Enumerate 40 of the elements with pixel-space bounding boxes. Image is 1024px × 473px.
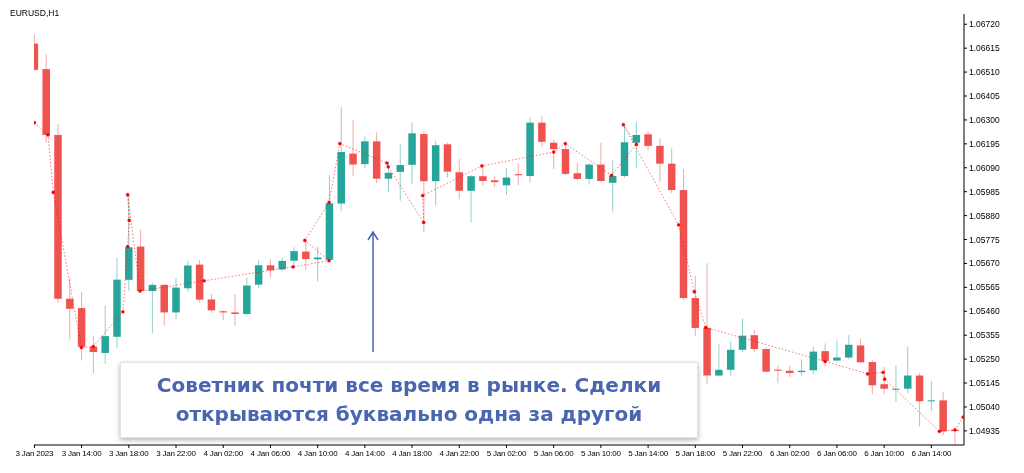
x-tick-label: 4 Jan 14:00: [345, 448, 386, 458]
y-tick-label: 1.06300: [969, 114, 1000, 125]
y-tick-label: 1.06405: [969, 91, 1000, 102]
y-tick-label: 1.06090: [969, 162, 1000, 173]
y-tick-label: 1.06615: [969, 43, 1000, 54]
x-tick-label: 4 Jan 06:00: [250, 448, 291, 458]
y-tick-label: 1.05355: [969, 330, 1000, 341]
y-tick-label: 1.05985: [969, 186, 1000, 197]
y-tick-label: 1.04935: [969, 425, 1000, 436]
x-tick-label: 4 Jan 02:00: [203, 448, 244, 458]
x-tick-label: 5 Jan 10:00: [581, 448, 622, 458]
y-tick-label: 1.05040: [969, 401, 1000, 412]
x-tick-label: 4 Jan 10:00: [297, 448, 339, 458]
y-tick-label: 1.05460: [969, 306, 1000, 317]
x-tick-label: 6 Jan 06:00: [817, 448, 858, 458]
callout-box: Советник почти все время в рынке. Сделки открываются буквально одна за другой: [120, 362, 698, 438]
y-tick-label: 1.06720: [969, 19, 1000, 30]
x-tick-label: 3 Jan 22:00: [156, 448, 197, 458]
x-tick-label: 4 Jan 22:00: [439, 448, 480, 458]
chart-title: EURUSD,H1: [10, 8, 60, 18]
y-tick-label: 1.05565: [969, 282, 1000, 293]
x-tick-label: 5 Jan 22:00: [722, 448, 764, 458]
x-tick-label: 5 Jan 14:00: [628, 448, 669, 458]
x-tick-label: 6 Jan 14:00: [911, 448, 952, 458]
y-tick-label: 1.05880: [969, 210, 1000, 221]
x-tick-label: 6 Jan 10:00: [864, 448, 905, 458]
x-tick-label: 3 Jan 18:00: [109, 448, 150, 458]
y-tick-label: 1.06510: [969, 67, 1000, 78]
y-tick-label: 1.05250: [969, 354, 1000, 365]
x-tick-label: 5 Jan 18:00: [675, 448, 716, 458]
x-tick-label: 5 Jan 02:00: [486, 448, 528, 458]
y-tick-label: 1.05670: [969, 258, 1000, 269]
x-tick-label: 6 Jan 02:00: [769, 448, 811, 458]
y-tick-label: 1.05775: [969, 234, 1000, 245]
y-tick-label: 1.05145: [969, 378, 1000, 389]
x-tick-label: 5 Jan 06:00: [533, 448, 575, 458]
y-tick-label: 1.06195: [969, 138, 1000, 149]
x-tick-label: 4 Jan 18:00: [392, 448, 433, 458]
x-tick-label: 3 Jan 14:00: [61, 448, 103, 458]
x-tick-label: 3 Jan 2023: [15, 448, 54, 458]
